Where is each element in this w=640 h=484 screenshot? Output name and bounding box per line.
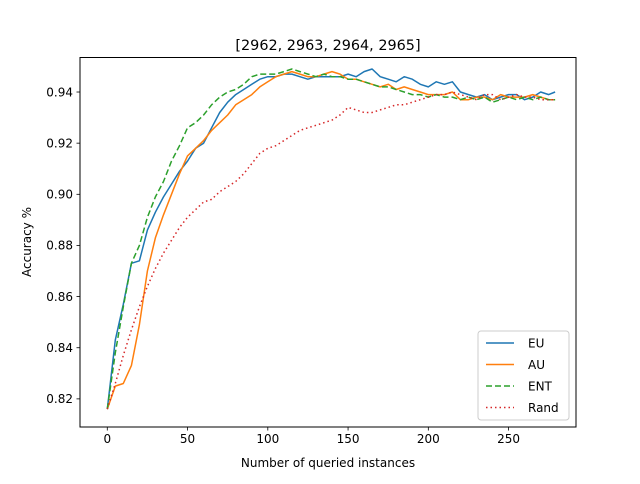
x-tick-label: 200 <box>417 432 440 446</box>
legend-box <box>477 330 570 421</box>
legend-label-rand: Rand <box>528 401 559 415</box>
y-tick-label: 0.94 <box>46 85 73 99</box>
x-tick-label: 150 <box>337 432 360 446</box>
plot-frame <box>79 57 577 428</box>
series-line-au <box>106 70 556 410</box>
x-tick-label: 50 <box>180 432 195 446</box>
y-axis-ticks: 0.82 0.84 0.86 0.88 0.90 0.92 0.94 <box>46 85 80 406</box>
x-axis-ticks: 0 50 100 150 200 250 <box>103 427 520 446</box>
legend-label-eu: EU <box>528 337 544 351</box>
legend-label-au: AU <box>528 358 545 372</box>
x-axis-label: Number of queried instances <box>241 456 415 470</box>
chart-title: [2962, 2963, 2964, 2965] <box>235 38 420 54</box>
series-line-ent <box>106 68 556 410</box>
y-tick-label: 0.84 <box>46 341 73 355</box>
y-tick-label: 0.88 <box>46 239 73 253</box>
y-tick-label: 0.86 <box>46 290 73 304</box>
y-tick-label: 0.82 <box>46 392 73 406</box>
series-line-rand <box>106 91 556 410</box>
x-tick-label: 0 <box>103 432 111 446</box>
series-lines <box>106 68 556 410</box>
legend-label-ent: ENT <box>528 380 553 394</box>
y-tick-label: 0.92 <box>46 136 73 150</box>
legend: EU AU ENT Rand <box>477 330 570 421</box>
y-axis-label: Accuracy % <box>20 207 34 277</box>
x-tick-label: 100 <box>256 432 279 446</box>
x-tick-label: 250 <box>497 432 520 446</box>
y-tick-label: 0.90 <box>46 188 73 202</box>
